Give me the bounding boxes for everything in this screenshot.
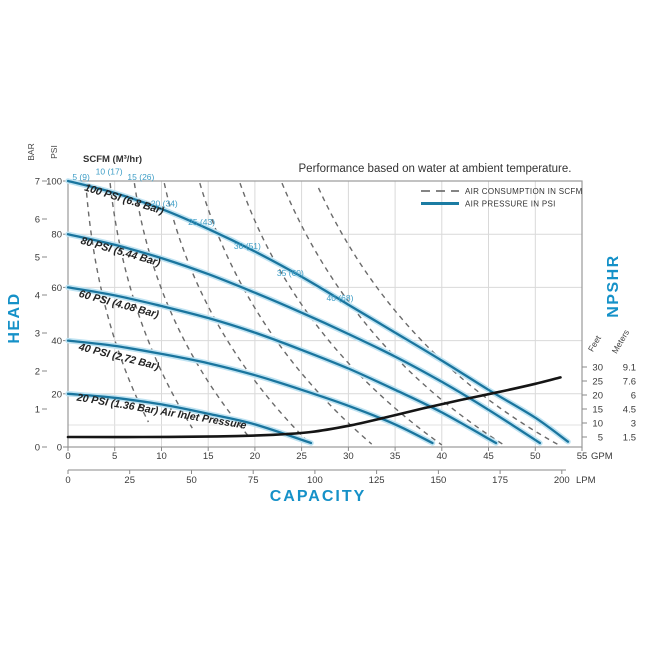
- npshr-curve-group: [66, 376, 562, 439]
- scfm-curve-label: 5 (9): [72, 172, 90, 182]
- gpm-tick-label: 5: [112, 451, 117, 462]
- axis-ticks: [42, 180, 587, 474]
- bar-axis-label: BAR: [26, 143, 36, 160]
- lpm-unit-label: LPM: [576, 475, 596, 486]
- npshr-axis-title: NPSHR: [605, 254, 622, 318]
- npshr-meters-label: 3: [631, 419, 636, 430]
- psi-tick-label: 0: [57, 443, 62, 454]
- bar-tick-label: 4: [35, 291, 40, 302]
- scfm-curve-label: 35 (60): [277, 268, 304, 278]
- psi-tick-label: 20: [51, 389, 62, 400]
- gpm-tick-label: 30: [343, 451, 354, 462]
- bar-tick-label: 1: [35, 405, 40, 416]
- lpm-tick-label: 0: [65, 475, 70, 486]
- npshr-feet-label: 25: [592, 377, 603, 388]
- lpm-tick-label: 25: [124, 475, 135, 486]
- air-consumption-curve-5-scfm: [85, 183, 150, 423]
- gpm-unit-label: GPM: [591, 451, 613, 462]
- air-consumption-curves: [85, 182, 561, 447]
- gpm-tick-label: 45: [483, 451, 494, 462]
- scfm-header: SCFM (M³/hr): [83, 154, 142, 165]
- bar-tick-label: 5: [35, 253, 40, 264]
- lpm-tick-label: 175: [492, 475, 508, 486]
- air-consumption-curve-10-scfm: [109, 183, 193, 429]
- psi-axis-label: PSI: [49, 145, 59, 159]
- npshr-meters-label: 7.6: [623, 377, 636, 388]
- bar-tick-label: 7: [35, 177, 40, 188]
- feet-column-header: Feet: [586, 333, 603, 353]
- npshr-feet-label: 30: [592, 363, 603, 374]
- scfm-curve-label: 25 (43): [188, 217, 215, 227]
- gpm-tick-label: 50: [530, 451, 541, 462]
- lpm-tick-label: 100: [307, 475, 323, 486]
- air-consumption-curve-40-scfm: [317, 187, 561, 447]
- scfm-curve-label: 40 (68): [327, 293, 354, 303]
- scfm-curve-label: 10 (17): [96, 167, 123, 177]
- gpm-tick-label: 55: [577, 451, 588, 462]
- npshr-feet-label: 5: [598, 433, 603, 444]
- scfm-curve-label: 20 (34): [151, 199, 178, 209]
- head-axis-title: HEAD: [6, 292, 23, 343]
- scfm-curve-label: 15 (26): [127, 172, 154, 182]
- scfm-curve-label: 30 (51): [234, 241, 261, 251]
- npshr-curve: [66, 376, 562, 439]
- meters-column-header: Meters: [610, 328, 632, 356]
- pressure-curve-60-psi: [66, 286, 498, 445]
- gpm-tick-label: 25: [296, 451, 307, 462]
- bar-tick-label: 3: [35, 329, 40, 340]
- lpm-tick-label: 200: [554, 475, 570, 486]
- npshr-meters-label: 6: [631, 391, 636, 402]
- plot-border: [67, 180, 583, 448]
- npshr-meters-label: 1.5: [623, 433, 636, 444]
- gpm-tick-label: 20: [250, 451, 261, 462]
- gpm-tick-label: 15: [203, 451, 214, 462]
- air-consumption-curve-25-scfm: [199, 182, 373, 445]
- npshr-feet-label: 20: [592, 391, 603, 402]
- gpm-tick-label: 35: [390, 451, 401, 462]
- npshr-feet-label: 10: [592, 419, 603, 430]
- air-consumption-curve-35-scfm: [281, 182, 506, 447]
- npshr-meters-label: 9.1: [623, 363, 636, 374]
- air-consumption-curve-30-scfm: [239, 182, 443, 446]
- npshr-meters-label: 4.5: [623, 405, 636, 416]
- legend-air-consumption-label: AIR CONSUMPTION IN SCFM: [465, 187, 583, 196]
- gpm-tick-label: 0: [65, 451, 70, 462]
- lpm-tick-label: 50: [186, 475, 197, 486]
- pressure-curve-20-psi: [66, 392, 313, 445]
- npshr-feet-label: 15: [592, 405, 603, 416]
- capacity-axis-title: CAPACITY: [270, 488, 367, 505]
- lpm-tick-label: 125: [369, 475, 385, 486]
- performance-note: Performance based on water at ambient te…: [299, 163, 572, 175]
- bar-tick-label: 2: [35, 367, 40, 378]
- psi-tick-label: 40: [51, 336, 62, 347]
- lpm-tick-label: 75: [248, 475, 259, 486]
- legend: AIR CONSUMPTION IN SCFM AIR PRESSURE IN …: [421, 187, 583, 209]
- lpm-tick-label: 150: [430, 475, 446, 486]
- psi-tick-label: 80: [51, 230, 62, 241]
- psi-tick-label: 60: [51, 283, 62, 294]
- pressure-curve-80-psi: [66, 233, 542, 445]
- gpm-tick-label: 40: [437, 451, 448, 462]
- air-consumption-curve-20-scfm: [163, 182, 309, 443]
- legend-air-pressure-label: AIR PRESSURE IN PSI: [465, 200, 556, 209]
- bar-tick-label: 0: [35, 443, 40, 454]
- gpm-tick-label: 10: [156, 451, 167, 462]
- bar-tick-label: 6: [35, 215, 40, 226]
- psi-tick-label: 100: [46, 177, 62, 188]
